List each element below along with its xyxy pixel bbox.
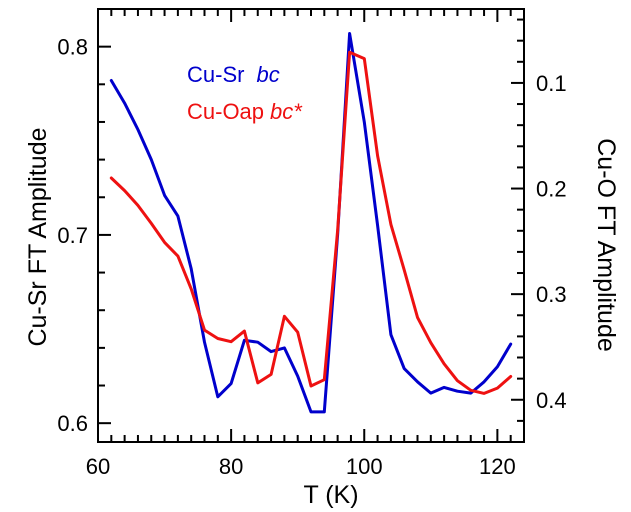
legend: Cu-Sr bc Cu-Oap bc*	[187, 62, 303, 124]
tick-marks	[97, 8, 525, 443]
legend-entry-1-suffix: bc*	[270, 99, 303, 124]
series-lines	[109, 32, 513, 414]
y-tick-label-right: 0.4	[536, 388, 567, 413]
tick-labels: 60 80 100 120 0.6 0.7 0.8 0.1 0.2 0.3 0.4	[57, 35, 566, 479]
x-tick-label: 100	[346, 454, 383, 479]
y-tick-label-left: 0.8	[57, 35, 88, 60]
legend-entry-0-suffix: bc	[256, 62, 279, 87]
x-axis-title: T (K)	[303, 481, 358, 509]
y-tick-label-right: 0.3	[536, 282, 567, 307]
y-axis-title-left: Cu-Sr FT Amplitude	[24, 127, 52, 346]
y-axis-title-right: Cu-O FT Amplitude	[592, 138, 620, 352]
y-tick-label-left: 0.7	[57, 223, 88, 248]
y-tick-label-left: 0.6	[57, 411, 88, 436]
x-tick-label: 60	[86, 454, 110, 479]
legend-entry-0: Cu-Sr bc	[187, 62, 280, 87]
legend-entry-1: Cu-Oap bc*	[187, 99, 303, 124]
legend-entry-0-name: Cu-Sr	[187, 62, 244, 87]
y-tick-label-right: 0.2	[536, 177, 567, 202]
x-tick-label: 80	[219, 454, 243, 479]
series-line-1	[109, 50, 513, 395]
x-tick-label: 120	[479, 454, 516, 479]
y-tick-label-right: 0.1	[536, 71, 567, 96]
series-line-0	[109, 32, 513, 414]
plot-area	[97, 8, 525, 443]
legend-entry-1-name: Cu-Oap	[187, 99, 264, 124]
